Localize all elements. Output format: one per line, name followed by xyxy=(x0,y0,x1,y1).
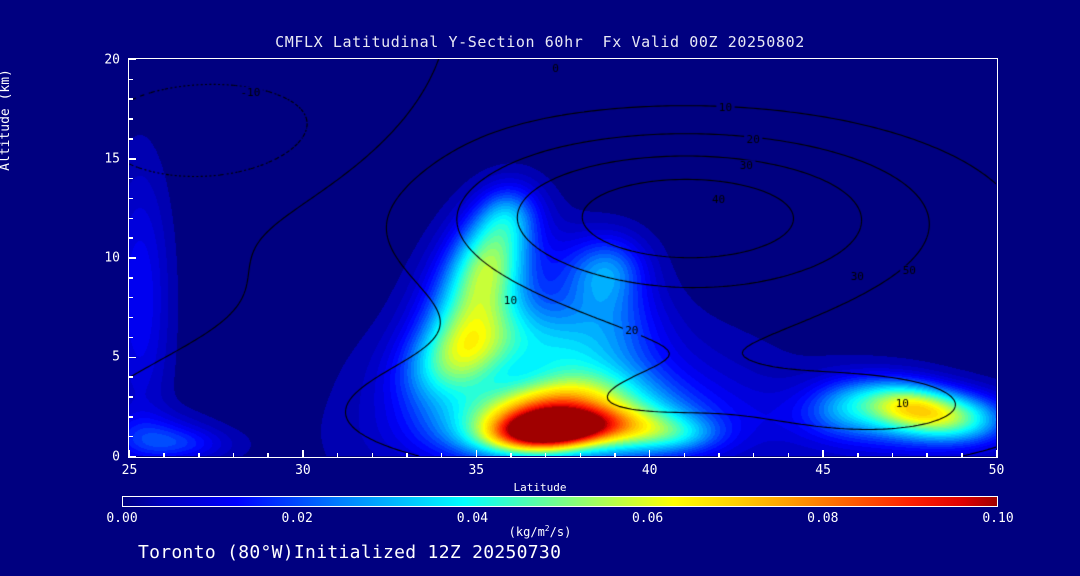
y-axis-label: Altitude (km) xyxy=(0,69,13,171)
x-minor-tick xyxy=(787,453,790,457)
x-tick-label: 50 xyxy=(988,463,1005,478)
y-minor-tick xyxy=(129,217,133,220)
units-exponent: 2 xyxy=(544,524,550,533)
x-tick-mark xyxy=(475,450,478,457)
x-minor-tick xyxy=(683,453,686,457)
x-minor-tick xyxy=(926,453,928,457)
y-tick-mark xyxy=(129,257,136,259)
x-tick-label: 25 xyxy=(121,463,138,478)
page-title: CMFLX Latitudinal Y-Section 60hr Fx Vali… xyxy=(275,33,805,51)
y-minor-tick xyxy=(129,78,133,81)
y-tick-label: 15 xyxy=(104,151,120,167)
figure-caption: Toronto (80°W)Initialized 12Z 20250730 xyxy=(138,542,562,563)
x-tick-label: 40 xyxy=(641,463,658,478)
colorbar-tick-label: 0.02 xyxy=(281,511,313,526)
x-minor-tick xyxy=(891,453,894,457)
y-tick-label: 10 xyxy=(104,250,120,266)
x-minor-tick xyxy=(510,453,512,457)
colorbar-tick-label: 0.04 xyxy=(456,511,489,526)
x-minor-tick xyxy=(440,453,443,457)
units-suffix: /s) xyxy=(549,525,572,539)
y-minor-tick xyxy=(129,197,133,200)
x-tick-mark xyxy=(822,450,824,457)
x-minor-tick xyxy=(163,453,165,457)
x-tick-mark xyxy=(302,450,304,457)
units-prefix: (kg/m xyxy=(508,525,545,539)
x-minor-tick xyxy=(544,453,547,457)
x-tick-label: 35 xyxy=(468,463,485,478)
x-minor-tick xyxy=(614,453,616,457)
colorbar-tick-label: 0.00 xyxy=(106,511,138,526)
x-minor-tick xyxy=(198,453,200,457)
y-minor-tick xyxy=(129,177,133,180)
x-minor-tick xyxy=(267,453,269,457)
x-axis-label: Latitude xyxy=(513,481,567,494)
colorbar-tick-label: 0.10 xyxy=(982,511,1014,526)
y-minor-tick xyxy=(129,237,133,239)
y-minor-tick xyxy=(129,376,133,378)
y-tick-label: 20 xyxy=(104,52,120,67)
x-tick-mark xyxy=(995,450,998,457)
y-minor-tick xyxy=(129,296,133,299)
x-minor-tick xyxy=(232,453,235,457)
y-minor-tick xyxy=(129,98,133,100)
x-minor-tick xyxy=(406,453,408,457)
x-minor-tick xyxy=(752,453,755,457)
x-tick-label: 45 xyxy=(815,463,831,478)
y-minor-tick xyxy=(129,277,133,279)
y-minor-tick xyxy=(129,396,133,398)
x-minor-tick xyxy=(371,453,373,457)
y-tick-mark xyxy=(129,158,136,160)
x-minor-tick xyxy=(579,453,582,457)
y-minor-tick xyxy=(129,118,133,120)
y-minor-tick xyxy=(129,336,133,339)
y-minor-tick xyxy=(129,138,133,140)
y-tick-mark xyxy=(129,455,136,458)
x-minor-tick xyxy=(718,453,720,457)
cross-section-plot xyxy=(128,58,998,458)
y-minor-tick xyxy=(129,416,133,418)
y-tick-mark xyxy=(129,356,136,358)
x-minor-tick xyxy=(857,453,859,457)
x-tick-mark xyxy=(648,450,651,457)
colorbar-tick-label: 0.08 xyxy=(807,511,839,526)
x-minor-tick xyxy=(336,453,339,457)
y-tick-label: 5 xyxy=(112,349,120,365)
x-minor-tick xyxy=(961,453,963,457)
x-tick-label: 30 xyxy=(295,463,311,478)
colorbar-tick-label: 0.06 xyxy=(631,511,664,526)
colorbar xyxy=(122,496,998,507)
colorbar-units-label: (kg/m2/s) xyxy=(0,524,1080,539)
wind-contour-canvas xyxy=(129,59,996,456)
x-tick-mark xyxy=(128,450,131,457)
y-tick-label: 0 xyxy=(112,449,120,464)
y-minor-tick xyxy=(129,316,133,319)
y-tick-mark xyxy=(129,58,136,61)
y-minor-tick xyxy=(129,435,133,438)
